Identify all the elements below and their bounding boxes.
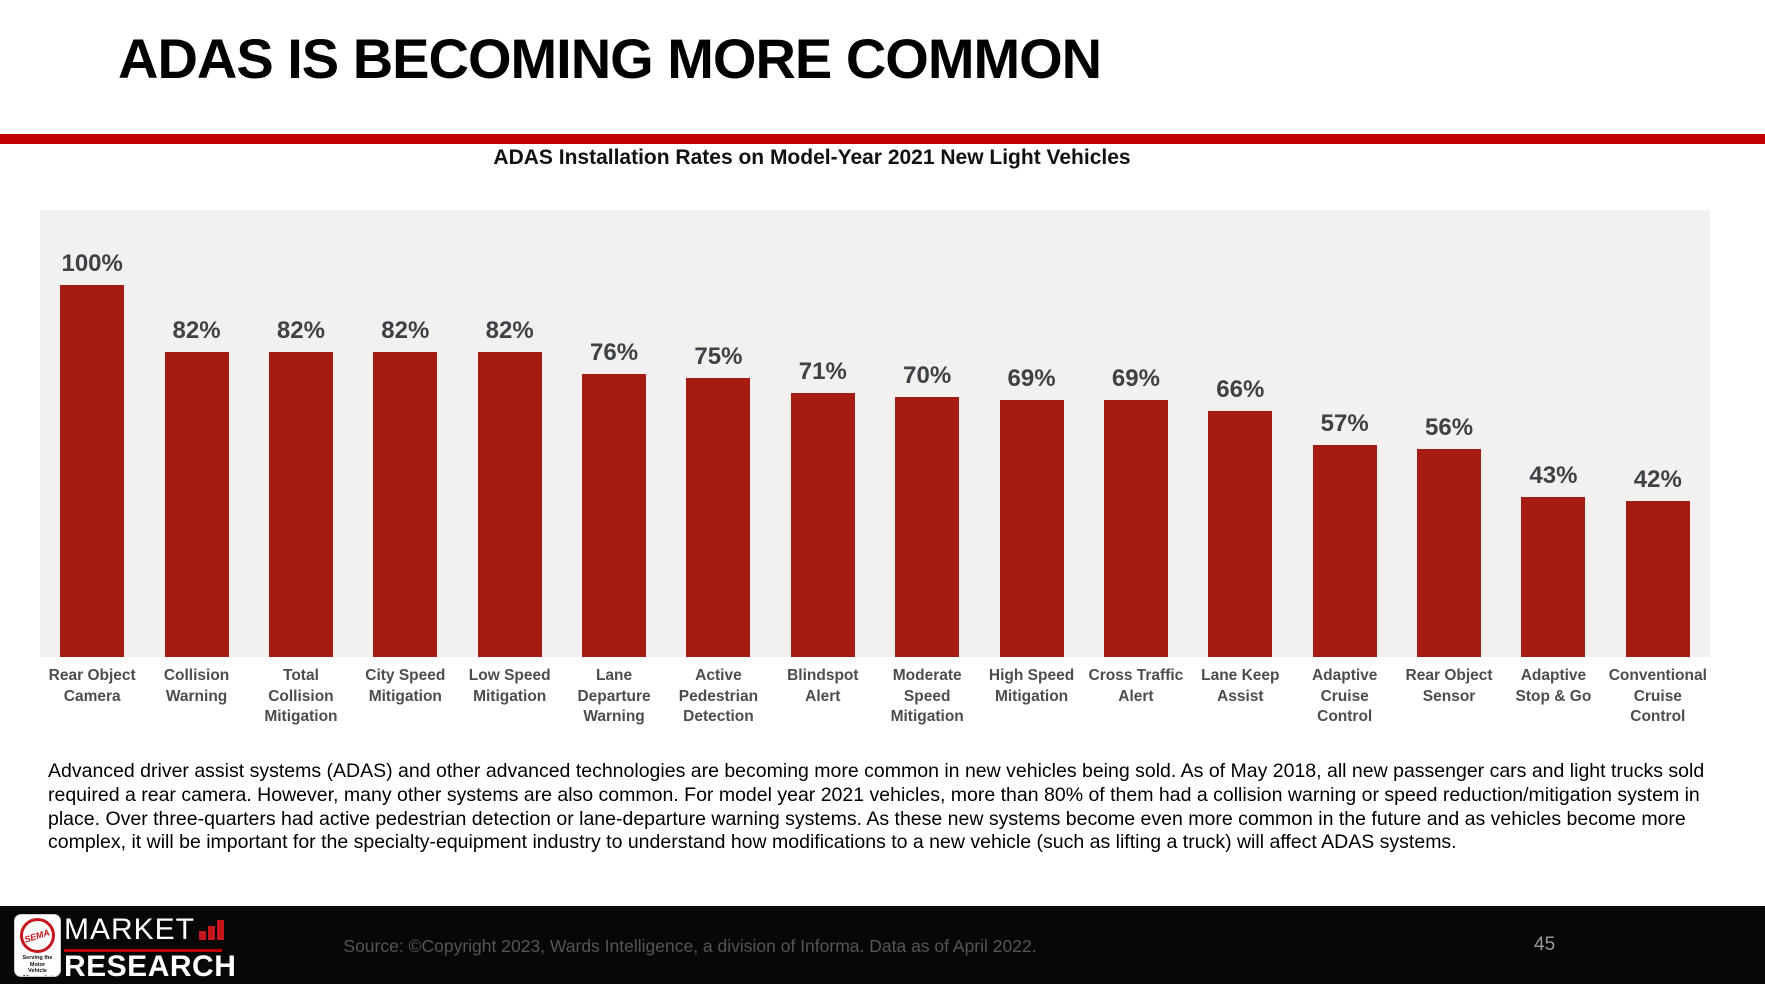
category-label: Total Collision Mitigation bbox=[264, 667, 338, 725]
bar-value-label: 82% bbox=[381, 316, 430, 344]
category-label: Rear Object Camera bbox=[48, 667, 136, 705]
bar-value-label: 100% bbox=[61, 250, 123, 277]
bar-value-label: 75% bbox=[694, 343, 743, 370]
bar bbox=[1521, 497, 1586, 657]
bar-value-label: 82% bbox=[485, 316, 534, 344]
logo-red-underline bbox=[64, 949, 222, 952]
category-label: Moderate Speed Mitigation bbox=[890, 667, 964, 725]
bar-column: 42% bbox=[1606, 210, 1710, 657]
bar-value-label: 71% bbox=[798, 357, 847, 385]
category-label: Active Pedestrian Detection bbox=[678, 667, 759, 725]
bar-chart-icon bbox=[199, 920, 225, 946]
sema-seal-logo: SEMA Serving the Motor Vehicle Aftermark… bbox=[14, 914, 61, 977]
category-label: Low Speed Mitigation bbox=[468, 667, 551, 705]
bar-column: 82% bbox=[458, 210, 562, 657]
category-label: Lane Keep Assist bbox=[1201, 667, 1280, 705]
bar bbox=[1312, 444, 1377, 657]
bar bbox=[1417, 448, 1482, 657]
bar-value-label: 69% bbox=[1111, 365, 1160, 393]
bar-column: 82% bbox=[249, 210, 353, 657]
slide-body-paragraph: Advanced driver assist systems (ADAS) an… bbox=[48, 760, 1705, 854]
bar-column: 69% bbox=[1084, 210, 1188, 657]
bar bbox=[582, 374, 647, 657]
bar-column: 69% bbox=[979, 210, 1083, 657]
bar bbox=[686, 378, 751, 657]
bar-column: 71% bbox=[771, 210, 875, 657]
bar-value-label: 69% bbox=[1007, 365, 1056, 393]
page-number: 45 bbox=[1534, 934, 1556, 955]
category-label: Adaptive Stop & Go bbox=[1515, 667, 1592, 705]
category-label: Rear Object Sensor bbox=[1405, 667, 1493, 705]
bar-column: 43% bbox=[1501, 210, 1605, 657]
category-label: Lane Departure Warning bbox=[577, 667, 651, 725]
bar-value-label: 43% bbox=[1529, 462, 1578, 490]
bar-value-label: 76% bbox=[590, 339, 639, 367]
red-divider-rule bbox=[0, 134, 1765, 144]
bar-value-label: 66% bbox=[1216, 376, 1265, 404]
slide-title: ADAS IS BECOMING MORE COMMON bbox=[118, 27, 1102, 90]
bar-value-label: 70% bbox=[903, 361, 952, 389]
chart-plot-area: 100% 82% 82% 82% 82% 76% 75% 71% 70% 69% 69% 66% 57%… bbox=[40, 210, 1710, 657]
bar-column: 70% bbox=[875, 210, 979, 657]
bar-value-label: 82% bbox=[276, 316, 325, 344]
bar bbox=[268, 351, 333, 657]
source-attribution: Source: ©Copyright 2023, Wards Intellige… bbox=[343, 936, 1037, 956]
bar-column: 82% bbox=[353, 210, 457, 657]
seal-caption-line1: Serving the Motor bbox=[22, 955, 53, 968]
bar-value-label: 57% bbox=[1320, 409, 1369, 437]
bar bbox=[60, 285, 125, 657]
bar-value-label: 56% bbox=[1425, 413, 1474, 441]
sema-seal-text: SEMA bbox=[23, 926, 52, 945]
sema-seal-circle-icon: SEMA bbox=[20, 918, 55, 953]
bar bbox=[164, 351, 229, 657]
chart-category-labels: Rear Object Camera Collision Warning Total… bbox=[40, 666, 1710, 728]
bar bbox=[999, 400, 1064, 657]
category-label: City Speed Mitigation bbox=[365, 667, 446, 705]
bar bbox=[1103, 400, 1168, 657]
category-label: Cross Traffic Alert bbox=[1088, 667, 1184, 705]
category-label: Adaptive Cruise Control bbox=[1311, 667, 1378, 725]
bar-column: 66% bbox=[1188, 210, 1292, 657]
category-label: Blindspot Alert bbox=[787, 667, 859, 705]
category-label: High Speed Mitigation bbox=[988, 667, 1075, 705]
bar-column: 82% bbox=[144, 210, 248, 657]
bar-value-label: 42% bbox=[1633, 465, 1682, 493]
bar-column: 100% bbox=[40, 210, 144, 657]
bar bbox=[1208, 411, 1273, 657]
category-label: Conventional Cruise Control bbox=[1608, 667, 1707, 725]
footer-bar: SEMA Serving the Motor Vehicle Aftermark… bbox=[0, 906, 1765, 984]
bar-column: 75% bbox=[666, 210, 770, 657]
bar-column: 57% bbox=[1293, 210, 1397, 657]
bar bbox=[477, 351, 542, 657]
category-label: Collision Warning bbox=[163, 667, 230, 705]
bar-column: 76% bbox=[562, 210, 666, 657]
bar bbox=[790, 392, 855, 657]
bar bbox=[373, 351, 438, 657]
bar-column: 56% bbox=[1397, 210, 1501, 657]
bar-value-label: 82% bbox=[172, 316, 221, 344]
seal-caption-line2: Vehicle Aftermarket bbox=[22, 968, 53, 976]
market-research-logo: MARKET bbox=[64, 913, 225, 946]
logo-market-text: MARKET bbox=[64, 913, 196, 946]
bar bbox=[1625, 500, 1690, 657]
bar bbox=[895, 396, 960, 657]
chart-title: ADAS Installation Rates on Model-Year 20… bbox=[493, 146, 1131, 169]
logo-research-text: RESEARCH bbox=[64, 950, 237, 983]
sema-seal-caption: Serving the Motor Vehicle Aftermarket bbox=[15, 955, 60, 976]
